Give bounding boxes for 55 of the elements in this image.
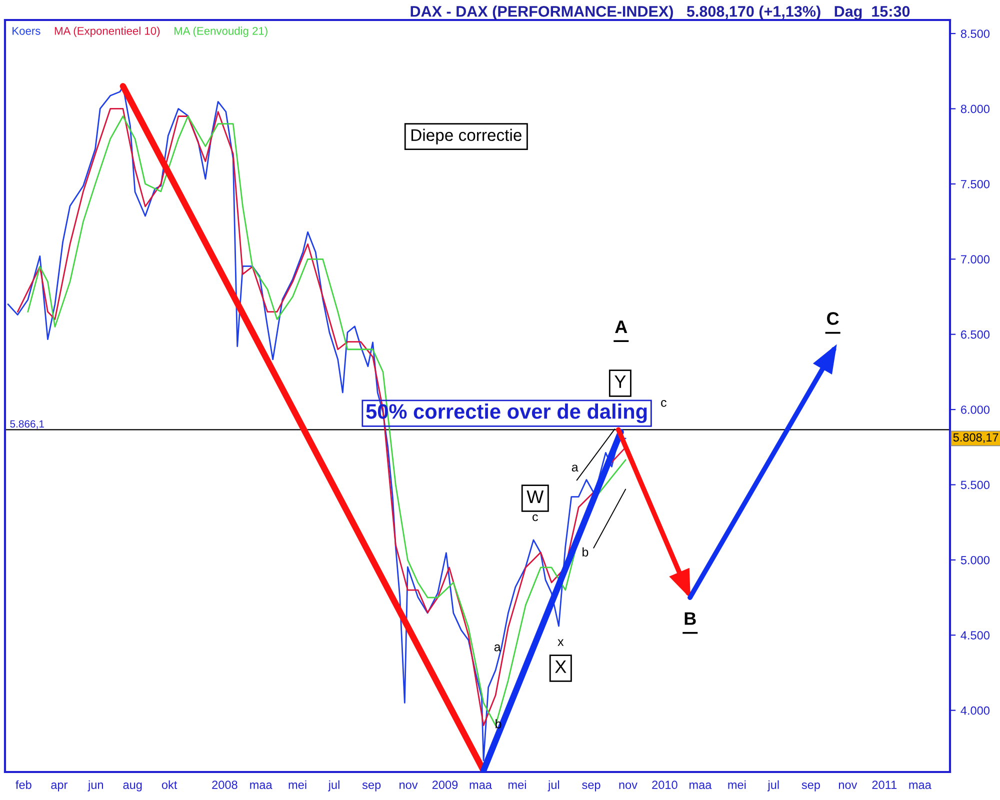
text: 5.808,17 [953,433,998,443]
x-tick-label: nov [619,782,638,790]
y-tick-label: 5.000 [960,556,990,564]
x-tick-label: jul [328,780,340,792]
text: Koers [12,27,40,35]
x-tick-label: mei [508,780,526,790]
annotation: x [558,639,564,646]
y-tick-label: 6.500 [961,330,990,339]
annotation: B [684,612,696,625]
y-tick-label: 4.500 [960,631,990,640]
x-tick-label: nov [838,782,858,790]
x-tick-label: 2009 [432,780,458,790]
x-tick-label: aug [123,782,142,792]
y-tick-label: 7.000 [961,255,990,264]
x-tick-label: nov [400,782,418,790]
text: MA (Eenvoudig 21) [174,26,268,38]
y-tick-label: 4.000 [960,706,990,715]
annotation: b [582,547,588,557]
x-tick-label: sep [802,782,820,792]
annotation: a [494,644,501,652]
x-tick-label: maa [690,782,712,790]
annotation: c [661,400,666,407]
ref-line-label: 5.866,1 [10,420,44,429]
y-tick-label: 6.000 [961,406,990,414]
x-tick-label: mei [728,780,746,790]
x-tick-label: maa [250,782,272,790]
annotation: X [555,660,566,673]
annotation: A [615,320,628,333]
x-tick-label: 2010 [652,780,678,790]
x-tick-label: sep [582,782,600,792]
annotation: b [496,719,502,728]
annotation: c [532,514,538,522]
x-tick-label: feb [16,780,32,790]
annotation: W [526,490,544,503]
annotation: Diepe correctie [411,128,522,144]
x-tick-label: 2011 [872,780,897,790]
y-tick-label: 7.500 [961,180,990,188]
x-tick-label: maa [909,782,932,790]
x-tick-label: 2008 [212,780,238,790]
y-tick-label: 8.500 [960,30,990,38]
annotation: a [572,464,578,472]
text: MA (Exponentieel 10) [54,26,160,38]
x-tick-label: jun [88,780,103,792]
x-tick-label: mei [288,780,306,790]
chart-title: DAX - DAX (PERFORMANCE-INDEX) 5.808,170 (+1,13%) Dag 15:30 [410,6,910,20]
x-tick-label: jul [548,780,560,792]
x-tick-label: apr [51,782,68,792]
x-tick-label: jul [767,780,779,792]
annotation: Y [614,375,626,388]
annotation: C [827,312,839,325]
y-tick-label: 8.000 [960,104,990,114]
x-tick-label: sep [362,782,381,792]
x-tick-label: okt [162,780,178,790]
y-tick-label: 5.500 [960,480,990,490]
x-tick-label: maa [470,782,492,790]
